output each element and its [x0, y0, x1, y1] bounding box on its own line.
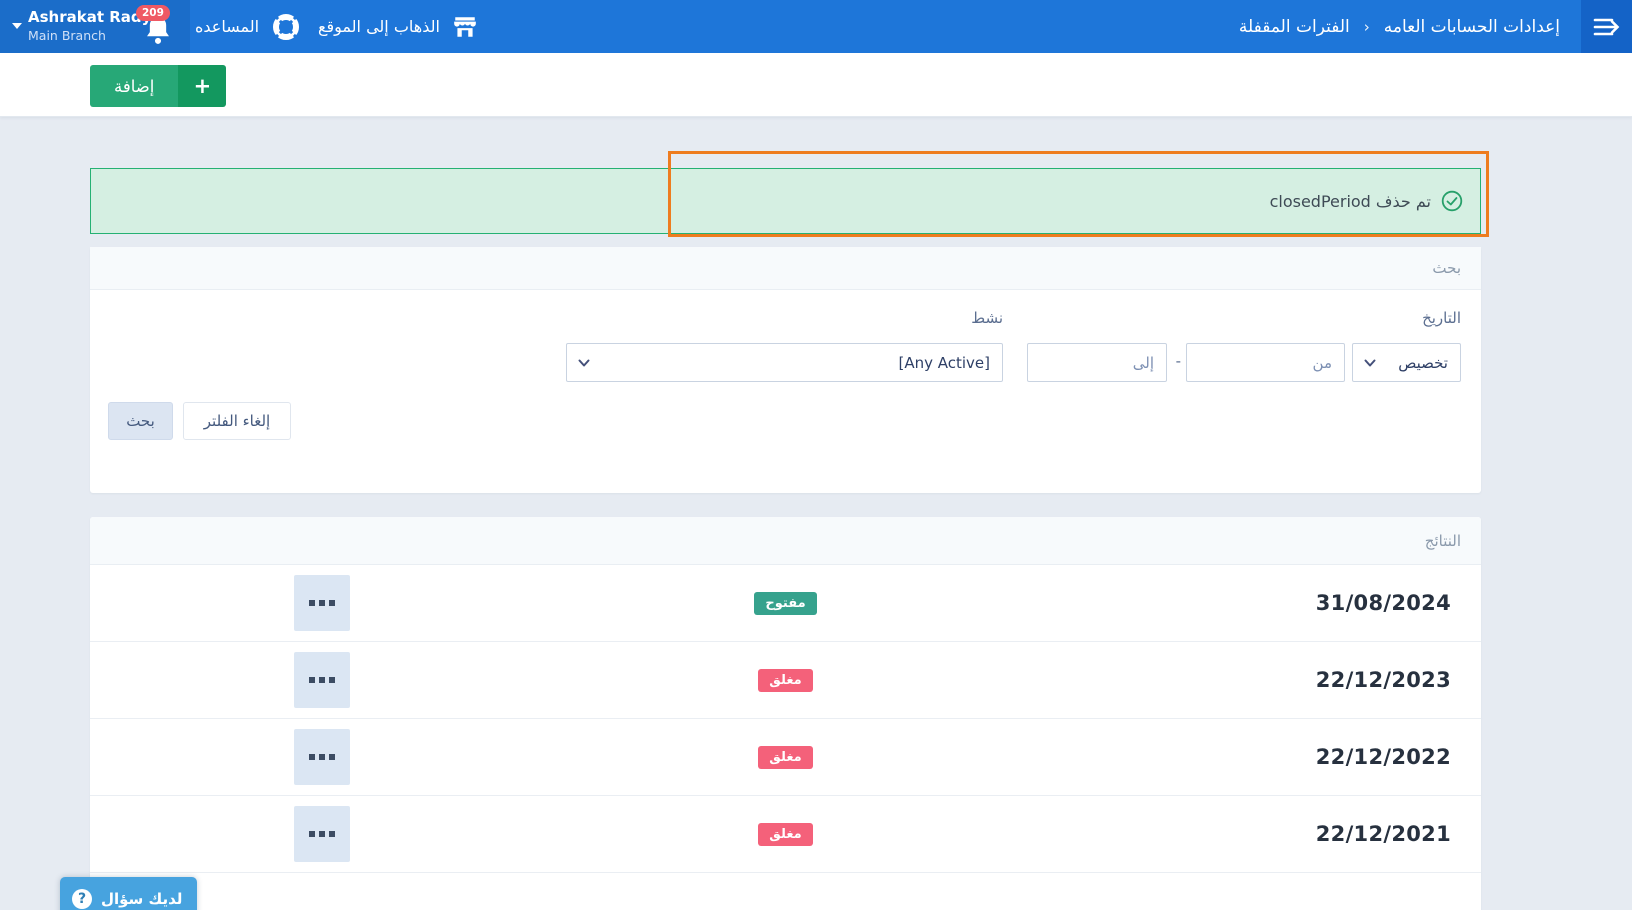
go-to-site-menu-item[interactable]: الذهاب إلى الموقع: [318, 0, 478, 53]
top-navbar: Ashrakat Rady Main Branch 209 المساعده: [0, 0, 1632, 53]
search-panel-title: بحث: [90, 247, 1481, 290]
date-mode-value: تخصيص: [1398, 353, 1448, 372]
notifications-button[interactable]: 209: [136, 5, 176, 48]
plus-icon: +: [178, 65, 227, 107]
breadcrumb-current: الفترات المقفلة: [1238, 16, 1350, 37]
row-actions-button[interactable]: [293, 575, 350, 631]
lifebuoy-icon: [273, 13, 300, 40]
status-badge: مغلق: [758, 745, 813, 769]
period-date: 22/12/2021: [1315, 822, 1451, 846]
table-row: 31/08/2024 مفتوح: [90, 565, 1481, 642]
sidebar-toggle-button[interactable]: [1581, 0, 1632, 53]
row-actions-button[interactable]: [293, 652, 350, 708]
question-mark-icon: ?: [72, 889, 92, 909]
chevron-down-icon: [1364, 359, 1376, 367]
breadcrumb: إعدادات الحسابات العامه ‹ الفترات المقفل…: [1239, 0, 1560, 53]
breadcrumb-parent[interactable]: إعدادات الحسابات العامه: [1383, 16, 1560, 37]
user-name: Ashrakat Rady: [28, 8, 152, 26]
row-actions-button[interactable]: [293, 806, 350, 862]
results-panel-title: النتائج: [90, 517, 1481, 565]
date-label: التاريخ: [1422, 309, 1461, 327]
bell-icon: [147, 17, 169, 44]
alert-message: تم حذف closedPeriod: [1269, 191, 1431, 211]
table-row: 22/12/2022 مغلق: [90, 719, 1481, 796]
date-range-separator: -: [1175, 352, 1181, 370]
breadcrumb-separator: ‹: [1363, 17, 1370, 36]
question-button-label: لديك سؤال: [101, 890, 183, 908]
row-actions-button[interactable]: [293, 729, 350, 785]
active-label: نشط: [971, 309, 1003, 327]
search-button[interactable]: بحث: [108, 402, 173, 440]
period-date: 22/12/2023: [1315, 668, 1451, 692]
go-to-site-label: الذهاب إلى الموقع: [318, 17, 440, 36]
date-mode-select[interactable]: تخصيص: [1352, 343, 1461, 382]
results-panel: النتائج 31/08/2024 مفتوح 22/12/2023 مغلق…: [90, 517, 1481, 910]
help-menu-item[interactable]: المساعده: [195, 0, 301, 53]
table-row: 22/12/2021 مغلق: [90, 796, 1481, 873]
have-a-question-button[interactable]: لديك سؤال ?: [60, 877, 198, 910]
date-to-input[interactable]: [1027, 343, 1167, 382]
status-badge: مغلق: [758, 822, 813, 846]
sidebar-toggle-icon: [1593, 18, 1619, 35]
chevron-down-icon: [578, 359, 590, 367]
user-branch: Main Branch: [28, 28, 106, 43]
date-from-input[interactable]: [1186, 343, 1345, 382]
search-panel: بحث التاريخ تخصيص - نشط [Any Active] بحث…: [90, 247, 1481, 493]
check-circle-icon: [1441, 190, 1463, 212]
clear-filter-button[interactable]: إلغاء الفلتر: [183, 402, 291, 440]
status-badge: مفتوح: [754, 591, 817, 615]
page-toolbar: + إضافة: [0, 53, 1632, 117]
help-label: المساعده: [195, 17, 260, 36]
success-alert: تم حذف closedPeriod: [90, 168, 1481, 234]
period-date: 31/08/2024: [1315, 591, 1451, 615]
notification-count-badge: 209: [136, 5, 170, 21]
chevron-down-icon: [12, 23, 22, 29]
status-badge: مغلق: [758, 668, 813, 692]
active-select[interactable]: [Any Active]: [566, 343, 1003, 382]
period-date: 22/12/2022: [1315, 745, 1451, 769]
table-row: 22/12/2023 مغلق: [90, 642, 1481, 719]
add-button[interactable]: + إضافة: [90, 65, 227, 107]
storefront-icon: [454, 16, 476, 37]
active-select-value: [Any Active]: [898, 353, 990, 372]
add-button-label: إضافة: [90, 65, 179, 107]
